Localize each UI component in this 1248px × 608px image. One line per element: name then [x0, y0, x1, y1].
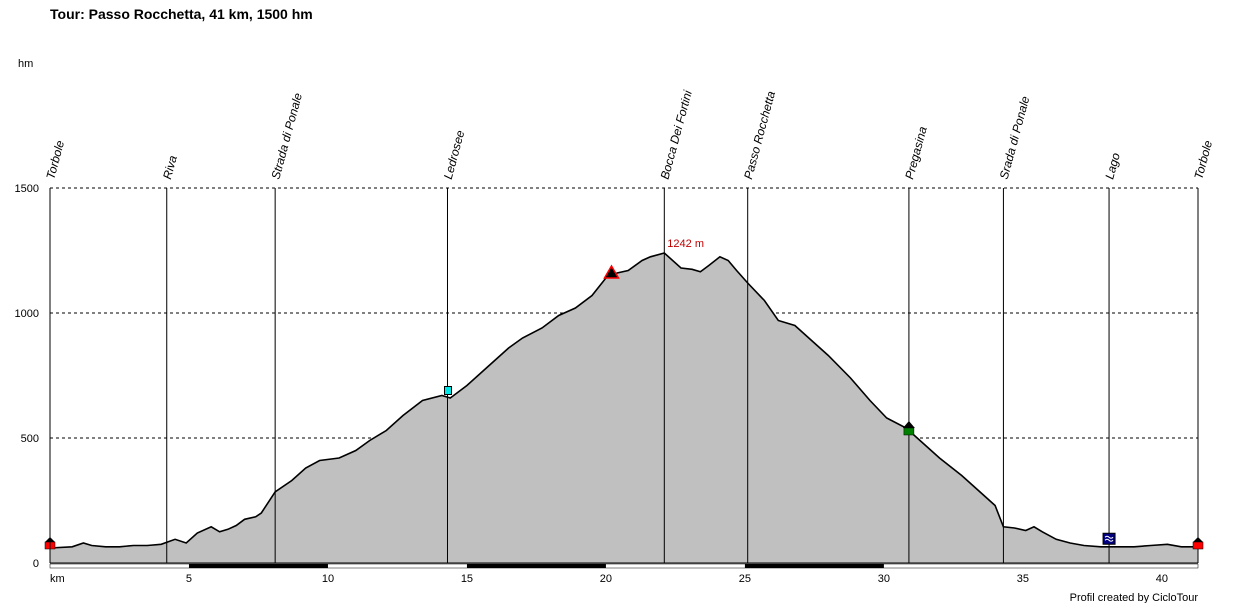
x-tick-label: 5 [186, 573, 192, 585]
x-tick-label: 20 [600, 573, 612, 585]
waypoint-label: Strada di Ponale [269, 91, 306, 181]
credit-text: Profil created by CicloTour [1070, 592, 1199, 603]
x-tick-label: 25 [739, 573, 751, 585]
km-scale-band [744, 564, 884, 568]
waypoint-label: Riva [160, 154, 180, 181]
x-tick-label: 10 [322, 573, 334, 585]
waypoint-label: Passo Rocchetta [741, 89, 778, 181]
waypoint-label: Bocca Dei Fortini [658, 89, 695, 181]
summit-icon [603, 264, 620, 279]
waypoint-label: Ledrosee [441, 129, 468, 181]
house-icon-body [1192, 541, 1204, 550]
water-icon-waves [1104, 535, 1114, 542]
water-icon [1102, 532, 1116, 545]
cafe-icon [443, 386, 452, 395]
x-tick-label: 30 [878, 573, 890, 585]
profile-layer [49, 252, 1198, 563]
x-axis-unit: km [50, 573, 65, 585]
km-scale-band [188, 564, 328, 568]
waypoint-label: Torbole [1191, 139, 1215, 181]
waypoint-label: Pregasina [902, 125, 930, 181]
y-tick-label: 1500 [15, 183, 39, 195]
summit-elevation-label: 1242 m [667, 238, 704, 250]
y-tick-label: 1000 [15, 308, 39, 320]
waypoint-label: Srada di Ponale [997, 94, 1033, 180]
y-tick-label: 500 [21, 433, 39, 445]
hut-icon-body [903, 427, 915, 436]
km-scale-bar [49, 563, 1199, 569]
waypoint-label: Lago [1102, 151, 1123, 181]
chart-title: Tour: Passo Rocchetta, 41 km, 1500 hm [50, 6, 313, 22]
profile-area [50, 253, 1198, 563]
waypoint-label: Torbole [43, 139, 67, 181]
grid-layer [50, 187, 1198, 439]
x-tick-label: 40 [1156, 573, 1168, 585]
x-tick-label: 15 [461, 573, 473, 585]
km-scale-band [466, 564, 606, 568]
hut-icon [902, 421, 915, 428]
y-tick-label: 0 [33, 558, 39, 570]
x-tick-label: 35 [1017, 573, 1029, 585]
house-icon [1193, 537, 1203, 542]
y-axis-unit: hm [18, 58, 33, 70]
axes-layer: 0 500 1000 1500 5 10 15 20 25 30 35 40 [15, 183, 1199, 585]
profile-line [49, 252, 1198, 549]
